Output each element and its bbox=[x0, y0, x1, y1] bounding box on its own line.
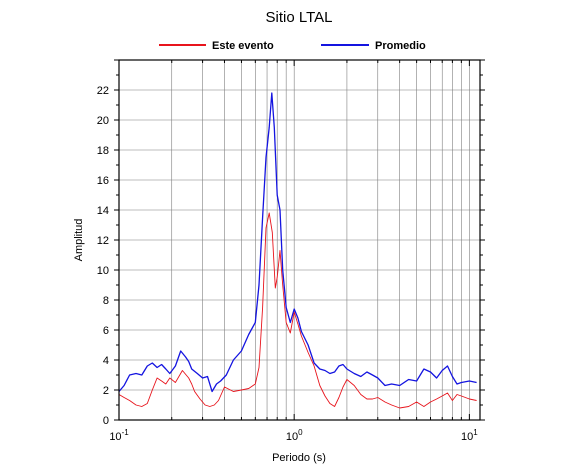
y-tick-label: 12 bbox=[97, 235, 109, 247]
y-tick-label: 8 bbox=[103, 295, 109, 307]
axis-ticks: 0 2 4 6 8 10 12 14 16 18 20 22 10-1 100 101 bbox=[97, 59, 485, 443]
legend: Este evento Promedio bbox=[159, 40, 426, 52]
y-tick-label: 22 bbox=[97, 85, 109, 97]
series-line-promedio bbox=[118, 92, 477, 393]
y-tick-label: 16 bbox=[97, 175, 109, 187]
y-tick-label: 10 bbox=[97, 265, 109, 277]
y-tick-label: 4 bbox=[103, 355, 109, 367]
y-tick-label: 20 bbox=[97, 115, 109, 127]
legend-label-este-evento: Este evento bbox=[212, 40, 274, 52]
x-tick-label: 100 bbox=[286, 428, 303, 443]
x-axis-label: Periodo (s) bbox=[272, 452, 326, 464]
y-axis-label: Amplitud bbox=[73, 219, 85, 262]
y-tick-label: 2 bbox=[103, 385, 109, 397]
chart-title: Sitio LTAL bbox=[266, 9, 333, 26]
y-tick-label: 14 bbox=[97, 205, 109, 217]
grid-lines bbox=[118, 59, 480, 421]
series-lines bbox=[118, 92, 477, 409]
legend-label-promedio: Promedio bbox=[375, 40, 426, 52]
x-tick-label: 101 bbox=[461, 428, 478, 443]
y-tick-label: 18 bbox=[97, 145, 109, 157]
y-tick-label: 6 bbox=[103, 325, 109, 337]
x-tick-label: 10-1 bbox=[109, 428, 129, 443]
series-line-este-evento bbox=[118, 212, 477, 409]
y-tick-label: 0 bbox=[103, 415, 109, 427]
